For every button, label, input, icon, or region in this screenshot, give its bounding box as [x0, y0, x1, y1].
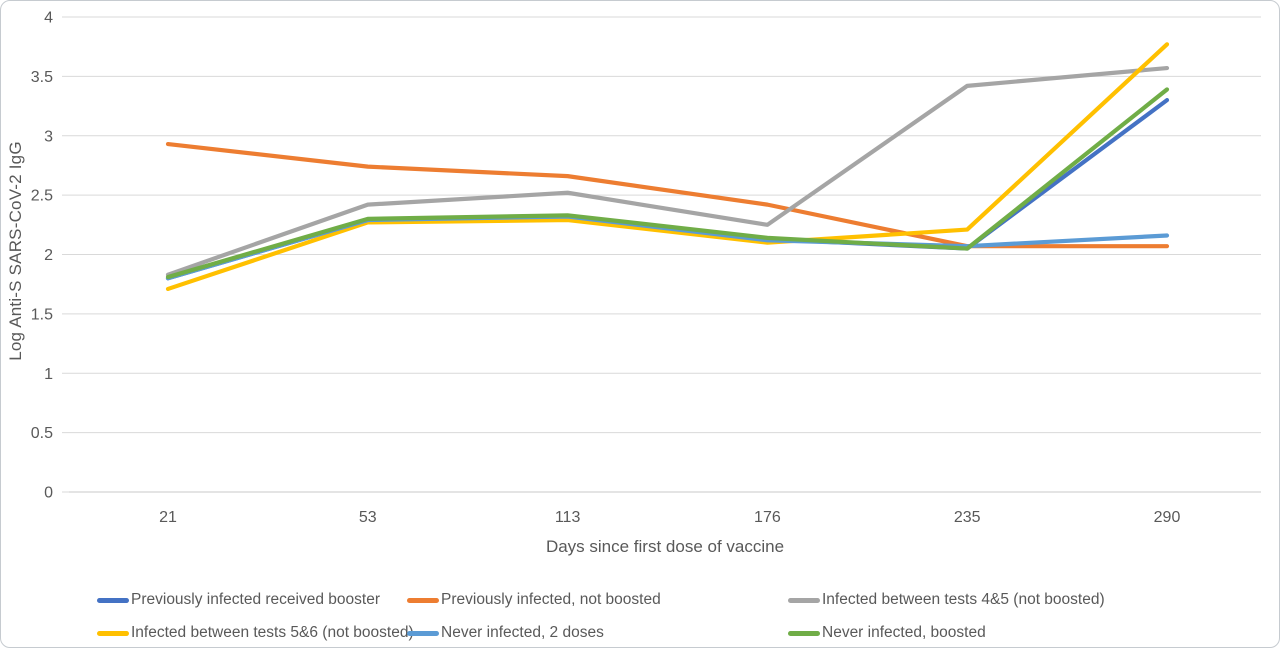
legend: Previously infected received booster Prev… [1, 576, 1279, 647]
legend-item-4: Never infected, 2 doses [407, 623, 604, 643]
x-tick-label: 176 [754, 509, 781, 526]
legend-swatch [97, 630, 129, 636]
legend-swatch [97, 597, 129, 603]
legend-label: Previously infected received booster [131, 591, 380, 608]
legend-item-1: Previously infected, not boosted [407, 590, 661, 610]
legend-item-2: Infected between tests 4&5 (not boosted) [788, 590, 1105, 610]
y-tick-label: 1 [44, 366, 53, 383]
series-line-2 [165, 65, 1170, 277]
legend-swatch [788, 597, 820, 603]
x-tick-label: 235 [954, 509, 981, 526]
y-tick-label: 0 [44, 485, 53, 502]
y-tick-label: 0.5 [31, 425, 53, 442]
legend-item-5: Never infected, boosted [788, 623, 986, 643]
legend-label: Infected between tests 4&5 (not boosted) [822, 591, 1105, 608]
legend-label: Previously infected, not boosted [441, 591, 661, 608]
x-axis-title: Days since first dose of vaccine [545, 537, 785, 556]
x-tick-label: 21 [159, 509, 177, 526]
y-tick-label: 2.5 [31, 188, 53, 205]
line-chart-canvas: 0 0.5 1 1.5 2 2.5 3 3.5 4 21 53 113 176 235 290 [31, 10, 1261, 526]
series-line-3 [165, 42, 1170, 292]
x-tick-label: 113 [555, 509, 581, 526]
legend-label: Infected between tests 5&6 (not boosted) [131, 624, 414, 641]
y-tick-label: 3 [44, 128, 53, 145]
legend-label: Never infected, boosted [822, 624, 986, 641]
x-tick-label: 290 [1154, 509, 1181, 526]
y-tick-label: 4 [44, 10, 53, 27]
y-tick-label: 2 [44, 247, 53, 264]
y-axis-title: Log Anti-S SARS-CoV-2 IgG [6, 141, 25, 361]
legend-label: Never infected, 2 doses [441, 624, 604, 641]
y-tick-label: 3.5 [31, 69, 53, 86]
legend-swatch [788, 630, 820, 636]
plot-area: 0 0.5 1 1.5 2 2.5 3 3.5 4 21 53 113 176 235 290 Log An… [1, 1, 1279, 576]
legend-swatch [407, 630, 439, 636]
series-line-5 [165, 87, 1170, 280]
legend-item-3: Infected between tests 5&6 (not boosted) [97, 623, 414, 643]
x-tick-label: 53 [359, 509, 377, 526]
legend-swatch [407, 597, 439, 603]
legend-item-0: Previously infected received booster [97, 590, 380, 610]
y-tick-label: 1.5 [31, 306, 53, 323]
